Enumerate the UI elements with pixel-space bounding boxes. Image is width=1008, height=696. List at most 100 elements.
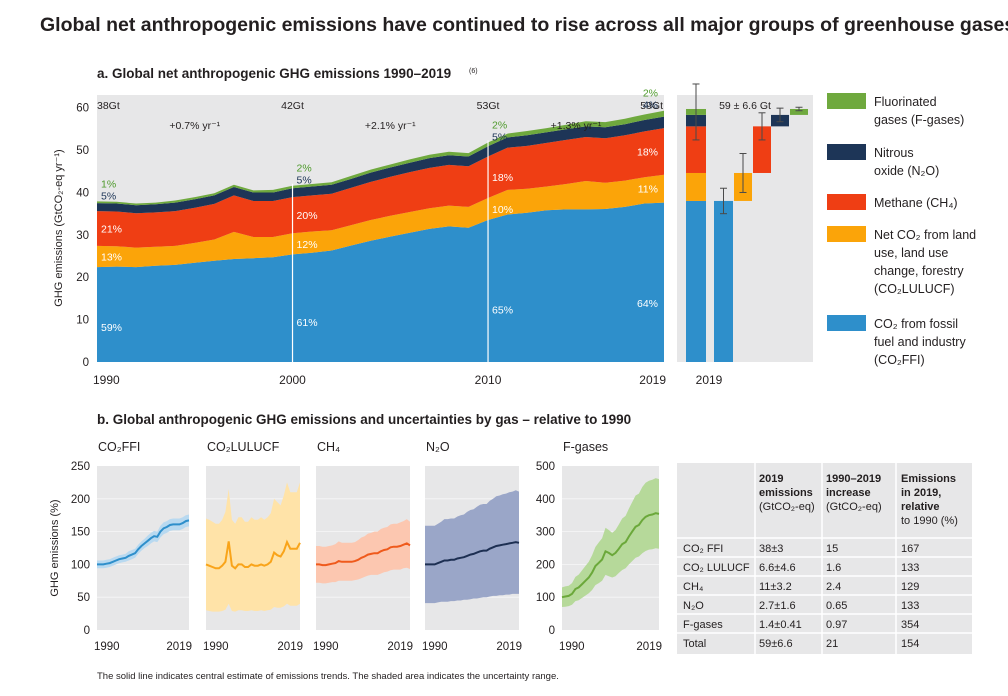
x-tick-label: 1990 [203,641,229,653]
stacked-bar-co2lulucf [686,172,706,201]
growth-rate-label: +1.3% yr⁻¹ [551,120,602,132]
y-tick-label-left: 150 [71,527,90,539]
legend-label-co2ffi: CO₂ from fossil [874,317,958,331]
share-label-n2o: 4% [643,100,658,112]
panel-a-y-axis-label: GHG emissions (GtCO₂-eq yr⁻¹) [53,149,65,306]
x-tick-label: 1990 [559,641,585,653]
share-label-ch4: 18% [637,146,658,158]
central-estimate-line-co2ffi [97,519,190,566]
panel-a-areas [97,110,664,362]
table-header-cell: 2019 [759,473,783,485]
share-label-fgas: 2% [492,119,507,131]
table-cell: CO₂ LULUCF [683,562,750,574]
share-label-fgas: 1% [101,178,116,190]
legend-swatch-co2lulucf [827,226,866,242]
table-header-cell: Emissions [901,473,956,485]
table-cell: 133 [901,600,919,612]
table-cell: 154 [901,638,919,650]
legend-label-co2lulucf: change, forestry [874,264,964,278]
y-tick-label-left: 0 [84,625,90,637]
legend-label-ch4: Methane (CH₄) [874,196,958,210]
uncertainty-band-ch4 [316,519,410,584]
table-cell: 2.7±1.6 [759,600,796,612]
area-fgas [97,110,664,206]
table-header-cell: (GtCO₂-eq) [759,501,815,513]
footnote: The solid line indicates central estimat… [97,671,559,682]
central-estimate-line-fgas [561,512,660,599]
table-header-cell: increase [826,487,871,499]
panel-b-label-ch4: CH₄ [317,440,340,454]
year-total-label: 42Gt [281,100,304,112]
share-label-ch4: 21% [101,224,122,236]
legend-label-fgas: gases (F-gases) [874,113,964,127]
table-cell: 0.97 [826,619,847,631]
x-tick-label: 2019 [636,641,662,653]
y-tick-label-left: 250 [71,461,90,473]
x-tick-label: 1990 [94,641,120,653]
y-tick-label: 10 [76,315,89,327]
table-header-cell: emissions [759,487,813,499]
share-label-co2lulucf: 10% [492,204,513,216]
legend-label-co2ffi: fuel and industry [874,335,966,349]
year-total-label: 38Gt [97,100,120,112]
bar-panel-total-label: 59 ± 6.6 Gt [719,100,771,112]
share-label-n2o: 5% [492,131,507,143]
share-label-co2ffi: 64% [637,298,658,310]
panel-b-label-n2o: N₂O [426,440,450,454]
panel-a-title-note: (6) [469,68,478,75]
panel-b-uncertainty-charts: b. Global anthropogenic GHG emissions an… [49,412,662,653]
legend-label-co2ffi: (CO₂FFI) [874,353,925,367]
legend-swatch-ch4 [827,194,866,210]
table-cell: 129 [901,581,919,593]
share-label-fgas: 2% [297,163,312,175]
x-tick-label: 2019 [166,641,192,653]
table-cell: 6.6±4.6 [759,562,796,574]
table-cell: 15 [826,543,838,555]
waterfall-bar-ch4 [753,126,771,173]
share-label-co2lulucf: 13% [101,251,122,263]
table-cell: 2.4 [826,581,841,593]
area-n2o [97,116,664,214]
area-co2ffi [97,202,664,362]
x-tick-label: 1990 [313,641,339,653]
table-cell: 167 [901,543,919,555]
x-tick-label: 1990 [93,373,120,387]
panel-a-x-ticks: 1990 2000 2010 2019 +0.7% yr⁻¹ +2.1% yr⁻¹ +1.3… [93,120,666,387]
share-label-fgas: 2% [643,88,658,100]
panel-a-title: a. Global net anthropogenic GHG emission… [97,66,451,81]
table-cell: 0.65 [826,600,847,612]
panel-a-year-markers: 38Gt1%5%21%13%59%42Gt2%5%20%12%61%53Gt2%… [97,88,663,362]
table-header-cell: to 1990 (%) [901,515,958,527]
table-cell: Total [683,638,706,650]
x-tick-label: 2000 [279,373,306,387]
y-tick-label: 60 [76,103,89,115]
x-tick-label: 2019 [277,641,303,653]
panel-a-stacked-area-chart: a. Global net anthropogenic GHG emission… [53,66,666,387]
year-total-label: 59Gt [640,100,663,112]
share-label-co2ffi: 59% [101,322,122,334]
page-title: Global net anthropogenic emissions have … [40,14,1008,36]
legend-label-n2o: Nitrous [874,146,914,160]
table-cell: 59±6.6 [759,638,793,650]
legend: Fluorinated gases (F-gases) Nitrous oxide (… [827,93,976,367]
y-tick-label: 20 [76,272,89,284]
summary-table: 2019 emissions (GtCO₂-eq) 1990–2019 increase… [677,463,972,654]
legend-swatch-co2ffi [827,315,866,331]
table-header-cell: relative [901,501,940,513]
central-estimate-line-co2lulucf [205,539,301,570]
table-cell: 21 [826,638,838,650]
table-cell: 11±3.2 [759,581,792,593]
panel-b-label-co2ffi: CO₂FFI [98,440,140,454]
share-label-ch4: 20% [297,210,318,222]
panel-b-y-axis-label: GHG emissions (%) [49,499,61,596]
table-cell: 354 [901,619,919,631]
table-header-cell: (GtCO₂-eq) [826,501,882,513]
bar-panel-x-label: 2019 [696,373,723,387]
legend-swatch-fgas [827,93,866,109]
legend-label-co2lulucf: Net CO₂ from land [874,228,976,242]
panel-b-small-multiples: CO₂FFI 1990 2019 CO₂LULUCF 1990 2019 CH₄ 1990 20… [71,440,662,653]
y-tick-label: 30 [76,230,89,242]
table-header-cell: in 2019, [901,487,941,499]
x-tick-label: 2019 [496,641,522,653]
